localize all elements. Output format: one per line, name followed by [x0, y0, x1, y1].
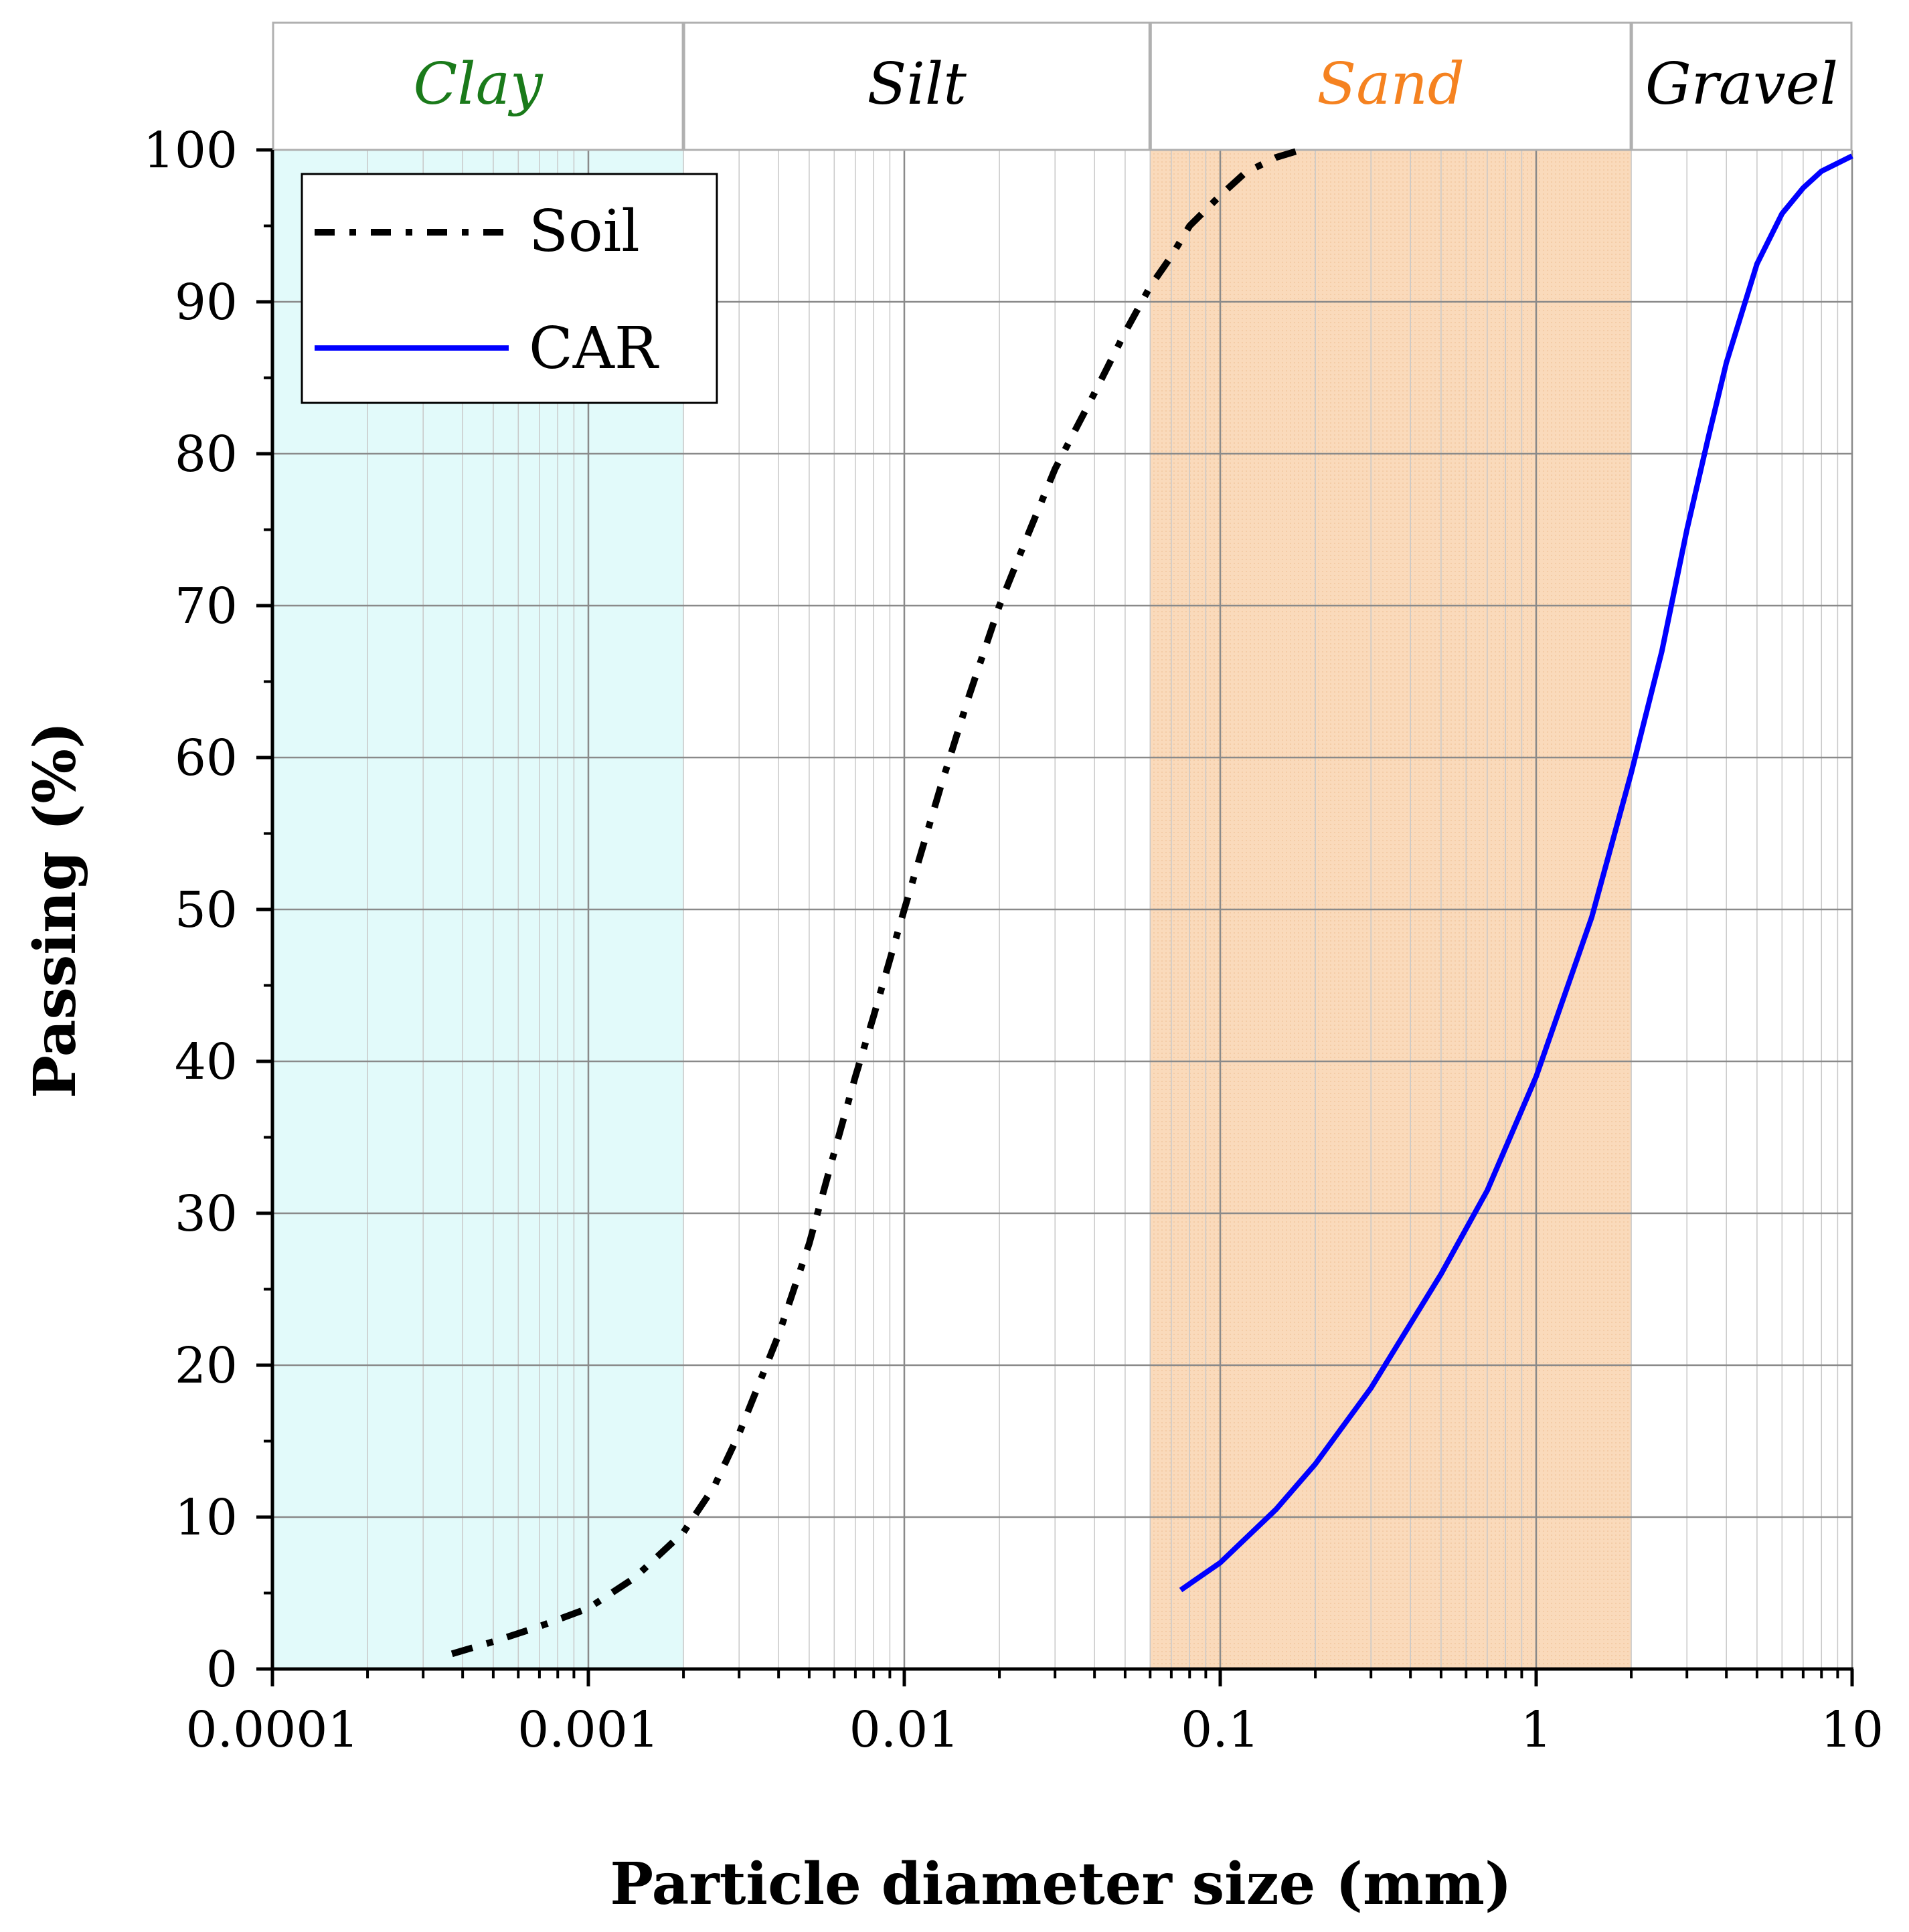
y-tick-label: 100	[143, 122, 238, 179]
x-tick-label: 1	[1520, 1701, 1552, 1759]
series-lines	[450, 147, 1853, 1658]
x-tick-label: 0.1	[1181, 1701, 1260, 1759]
legend-label-car: CAR	[529, 315, 659, 382]
x-axis-title: Particle diameter size (mm)	[610, 1850, 1511, 1918]
y-tick-label: 30	[175, 1185, 238, 1243]
y-tick-label: 70	[175, 578, 238, 635]
x-tick-label: 10	[1821, 1701, 1884, 1759]
band-header-cell-gravel	[1631, 21, 1853, 151]
y-tick-label: 60	[175, 729, 238, 787]
y-tick-label: 50	[175, 881, 238, 939]
band-header-cell-sand	[1149, 21, 1632, 151]
band-label-sand: Sand	[1317, 51, 1465, 118]
x-tick-label: 0.01	[849, 1701, 960, 1759]
y-tick-label: 80	[175, 426, 238, 483]
y-tick-label: 10	[175, 1489, 238, 1547]
band-label-clay: Clay	[413, 51, 544, 118]
band-header-cell-silt	[683, 21, 1151, 151]
y-tick-label: 90	[175, 274, 238, 331]
band-label-gravel: Gravel	[1645, 51, 1838, 118]
legend: Soil CAR	[301, 173, 718, 404]
x-tick-label: 0.001	[517, 1701, 659, 1759]
band-header-cell-clay	[272, 21, 684, 151]
y-tick-label: 40	[175, 1033, 238, 1091]
y-axis-title: Passing (%)	[21, 721, 89, 1098]
y-tick-label: 0	[206, 1641, 238, 1698]
x-tick-label: 0.0001	[186, 1701, 359, 1759]
series-line-soil	[450, 147, 1302, 1658]
axes	[256, 148, 1854, 1686]
legend-label-soil: Soil	[529, 198, 640, 265]
tick-labels: 0 10 20 30 40 50 60 70 80 90 100 0.0001 0.001 0.01 0.1…	[143, 122, 1884, 1759]
band-label-silt: Silt	[867, 51, 967, 118]
band-header: Clay Silt Sand Gravel	[272, 21, 1853, 151]
legend-box	[301, 173, 718, 404]
series-line-car	[1179, 153, 1853, 1593]
y-tick-label: 20	[175, 1337, 238, 1395]
